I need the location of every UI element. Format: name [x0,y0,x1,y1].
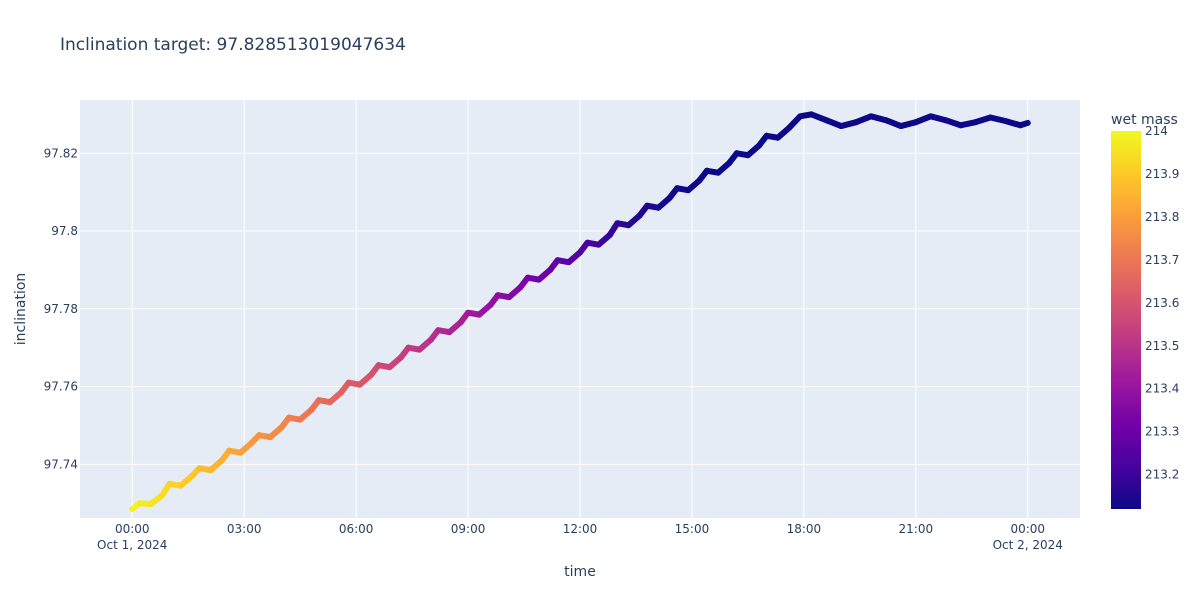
colorbar-tick-label: 213.8 [1145,210,1179,224]
x-tick-label: 00:00 [1010,522,1045,536]
colorbar-tick-label: 213.2 [1145,468,1179,482]
x-tick-label: 00:00 [115,522,150,536]
colorbar-tick-label: 214 [1145,124,1168,138]
colorbar-tick-label: 213.9 [1145,167,1179,181]
x-tick-label: 12:00 [563,522,598,536]
colorbar: wet mass 214 213.9 213.8 213.7 213.6 213.5 213… [1111,112,1179,509]
y-tick-label: 97.82 [44,146,78,160]
colorbar-title: wet mass [1111,112,1178,128]
y-axis-title: inclination [13,273,29,346]
y-tick-label: 97.74 [44,457,78,471]
y-tick-label: 97.78 [44,302,78,316]
y-tick-label: 97.76 [44,380,78,394]
x-tick-label: 09:00 [451,522,486,536]
x-axis-title: time [564,564,596,580]
x-tick-date-label: Oct 2, 2024 [993,538,1063,552]
colorbar-ticks: 214 213.9 213.8 213.7 213.6 213.5 213.4 213.3 21… [1145,124,1179,482]
x-tick-label: 21:00 [899,522,934,536]
colorbar-tick-label: 213.5 [1145,339,1179,353]
colorbar-tick-label: 213.4 [1145,382,1179,396]
x-tick-label: 18:00 [787,522,822,536]
y-tick-label: 97.8 [51,224,78,238]
x-axis-ticks: 00:00 Oct 1, 2024 03:00 06:00 09:00 12:00 15:0… [97,522,1063,552]
x-tick-date-label: Oct 1, 2024 [97,538,167,552]
series-segment [1017,119,1031,129]
grid-lines [80,100,1080,518]
colorbar-tick-label: 213.7 [1145,253,1179,267]
x-tick-label: 06:00 [339,522,374,536]
colorbar-tick-label: 213.6 [1145,296,1179,310]
y-axis-ticks: 97.74 97.76 97.78 97.8 97.82 [44,146,78,471]
series-line [129,111,1031,513]
x-tick-label: 15:00 [675,522,710,536]
colorbar-tick-label: 213.3 [1145,425,1179,439]
chart-title: Inclination target: 97.828513019047634 [60,35,406,55]
colorbar-gradient [1111,131,1141,509]
x-tick-label: 03:00 [227,522,262,536]
